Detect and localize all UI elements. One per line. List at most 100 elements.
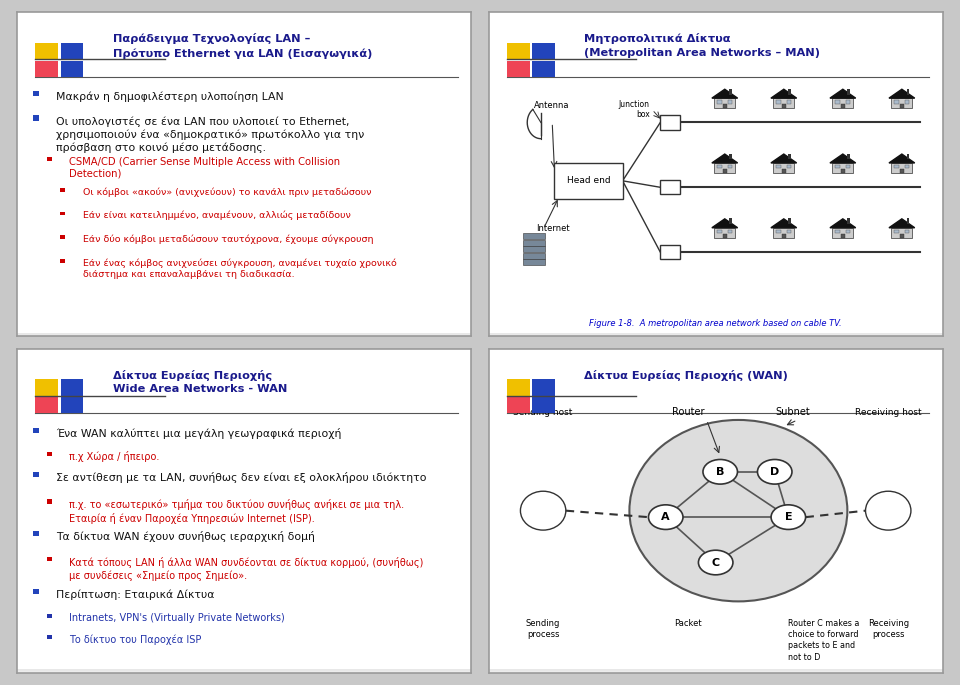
Bar <box>489 334 943 335</box>
Bar <box>846 229 851 233</box>
Bar <box>489 334 943 336</box>
Bar <box>905 100 909 103</box>
Bar <box>17 334 471 336</box>
Bar <box>489 670 943 671</box>
Bar <box>730 89 732 95</box>
Bar <box>17 669 471 671</box>
Bar <box>489 334 943 336</box>
Bar <box>17 671 471 673</box>
Bar <box>17 670 471 671</box>
Bar <box>17 334 471 336</box>
Bar <box>17 669 471 671</box>
Bar <box>17 670 471 672</box>
Bar <box>489 669 943 671</box>
Bar <box>17 334 471 336</box>
Bar <box>17 334 471 336</box>
Bar <box>17 671 471 673</box>
Bar <box>17 670 471 671</box>
Bar <box>489 334 943 335</box>
Bar <box>532 43 555 59</box>
Bar <box>17 671 471 672</box>
Bar <box>17 334 471 336</box>
Bar <box>489 333 943 335</box>
Bar <box>489 670 943 672</box>
Bar <box>17 669 471 671</box>
Bar <box>17 334 471 336</box>
Bar <box>60 61 84 77</box>
Bar <box>17 670 471 671</box>
Bar <box>489 670 943 671</box>
Bar <box>17 334 471 336</box>
Bar <box>489 671 943 672</box>
Text: π.χ Χώρα / ήπειρο.: π.χ Χώρα / ήπειρο. <box>69 451 160 462</box>
Bar <box>17 334 471 335</box>
Bar <box>773 98 795 108</box>
Bar <box>489 669 943 671</box>
Bar <box>17 671 471 672</box>
Bar <box>489 671 943 672</box>
Bar <box>17 671 471 673</box>
Bar <box>489 671 943 673</box>
Bar <box>489 671 943 672</box>
Bar <box>489 670 943 671</box>
Bar <box>17 334 471 336</box>
Bar <box>17 670 471 672</box>
Polygon shape <box>712 89 737 98</box>
Bar <box>905 229 909 233</box>
Bar <box>489 671 943 672</box>
Bar <box>17 334 471 336</box>
Bar <box>17 670 471 671</box>
Bar <box>723 169 727 173</box>
Bar <box>489 670 943 671</box>
Bar <box>17 334 471 336</box>
Bar <box>17 671 471 672</box>
Bar <box>17 670 471 672</box>
Bar <box>17 669 471 671</box>
Bar <box>17 334 471 335</box>
Bar <box>489 334 943 335</box>
Bar <box>489 669 943 671</box>
Bar <box>17 334 471 336</box>
Bar <box>489 669 943 671</box>
Bar <box>17 334 471 336</box>
Bar <box>489 334 943 336</box>
Bar <box>489 334 943 336</box>
Bar <box>489 670 943 671</box>
Bar <box>17 334 471 335</box>
Bar <box>17 670 471 672</box>
Bar <box>17 334 471 335</box>
Bar <box>17 670 471 672</box>
Bar <box>17 334 471 336</box>
Bar <box>17 670 471 671</box>
Bar <box>489 670 943 671</box>
Bar <box>17 669 471 671</box>
Bar <box>17 334 471 336</box>
Bar <box>17 334 471 335</box>
Bar <box>489 671 943 673</box>
Bar <box>489 333 943 335</box>
Bar <box>17 334 471 335</box>
Bar <box>489 334 943 336</box>
Bar <box>489 334 943 336</box>
Bar <box>489 334 943 335</box>
Bar <box>832 227 853 238</box>
Bar <box>17 671 471 672</box>
Bar <box>489 334 943 336</box>
Bar <box>489 669 943 671</box>
Bar <box>17 671 471 672</box>
Bar <box>17 671 471 673</box>
Bar <box>489 671 943 672</box>
Bar <box>17 334 471 336</box>
Bar <box>489 669 943 671</box>
Bar <box>489 334 943 336</box>
Bar <box>489 671 943 672</box>
Bar <box>17 334 471 336</box>
Bar <box>17 671 471 673</box>
Bar <box>17 334 471 336</box>
Bar <box>17 334 471 335</box>
Bar <box>489 334 943 336</box>
Polygon shape <box>889 89 915 98</box>
Bar <box>489 670 943 672</box>
Bar <box>489 671 943 672</box>
Bar <box>489 670 943 671</box>
